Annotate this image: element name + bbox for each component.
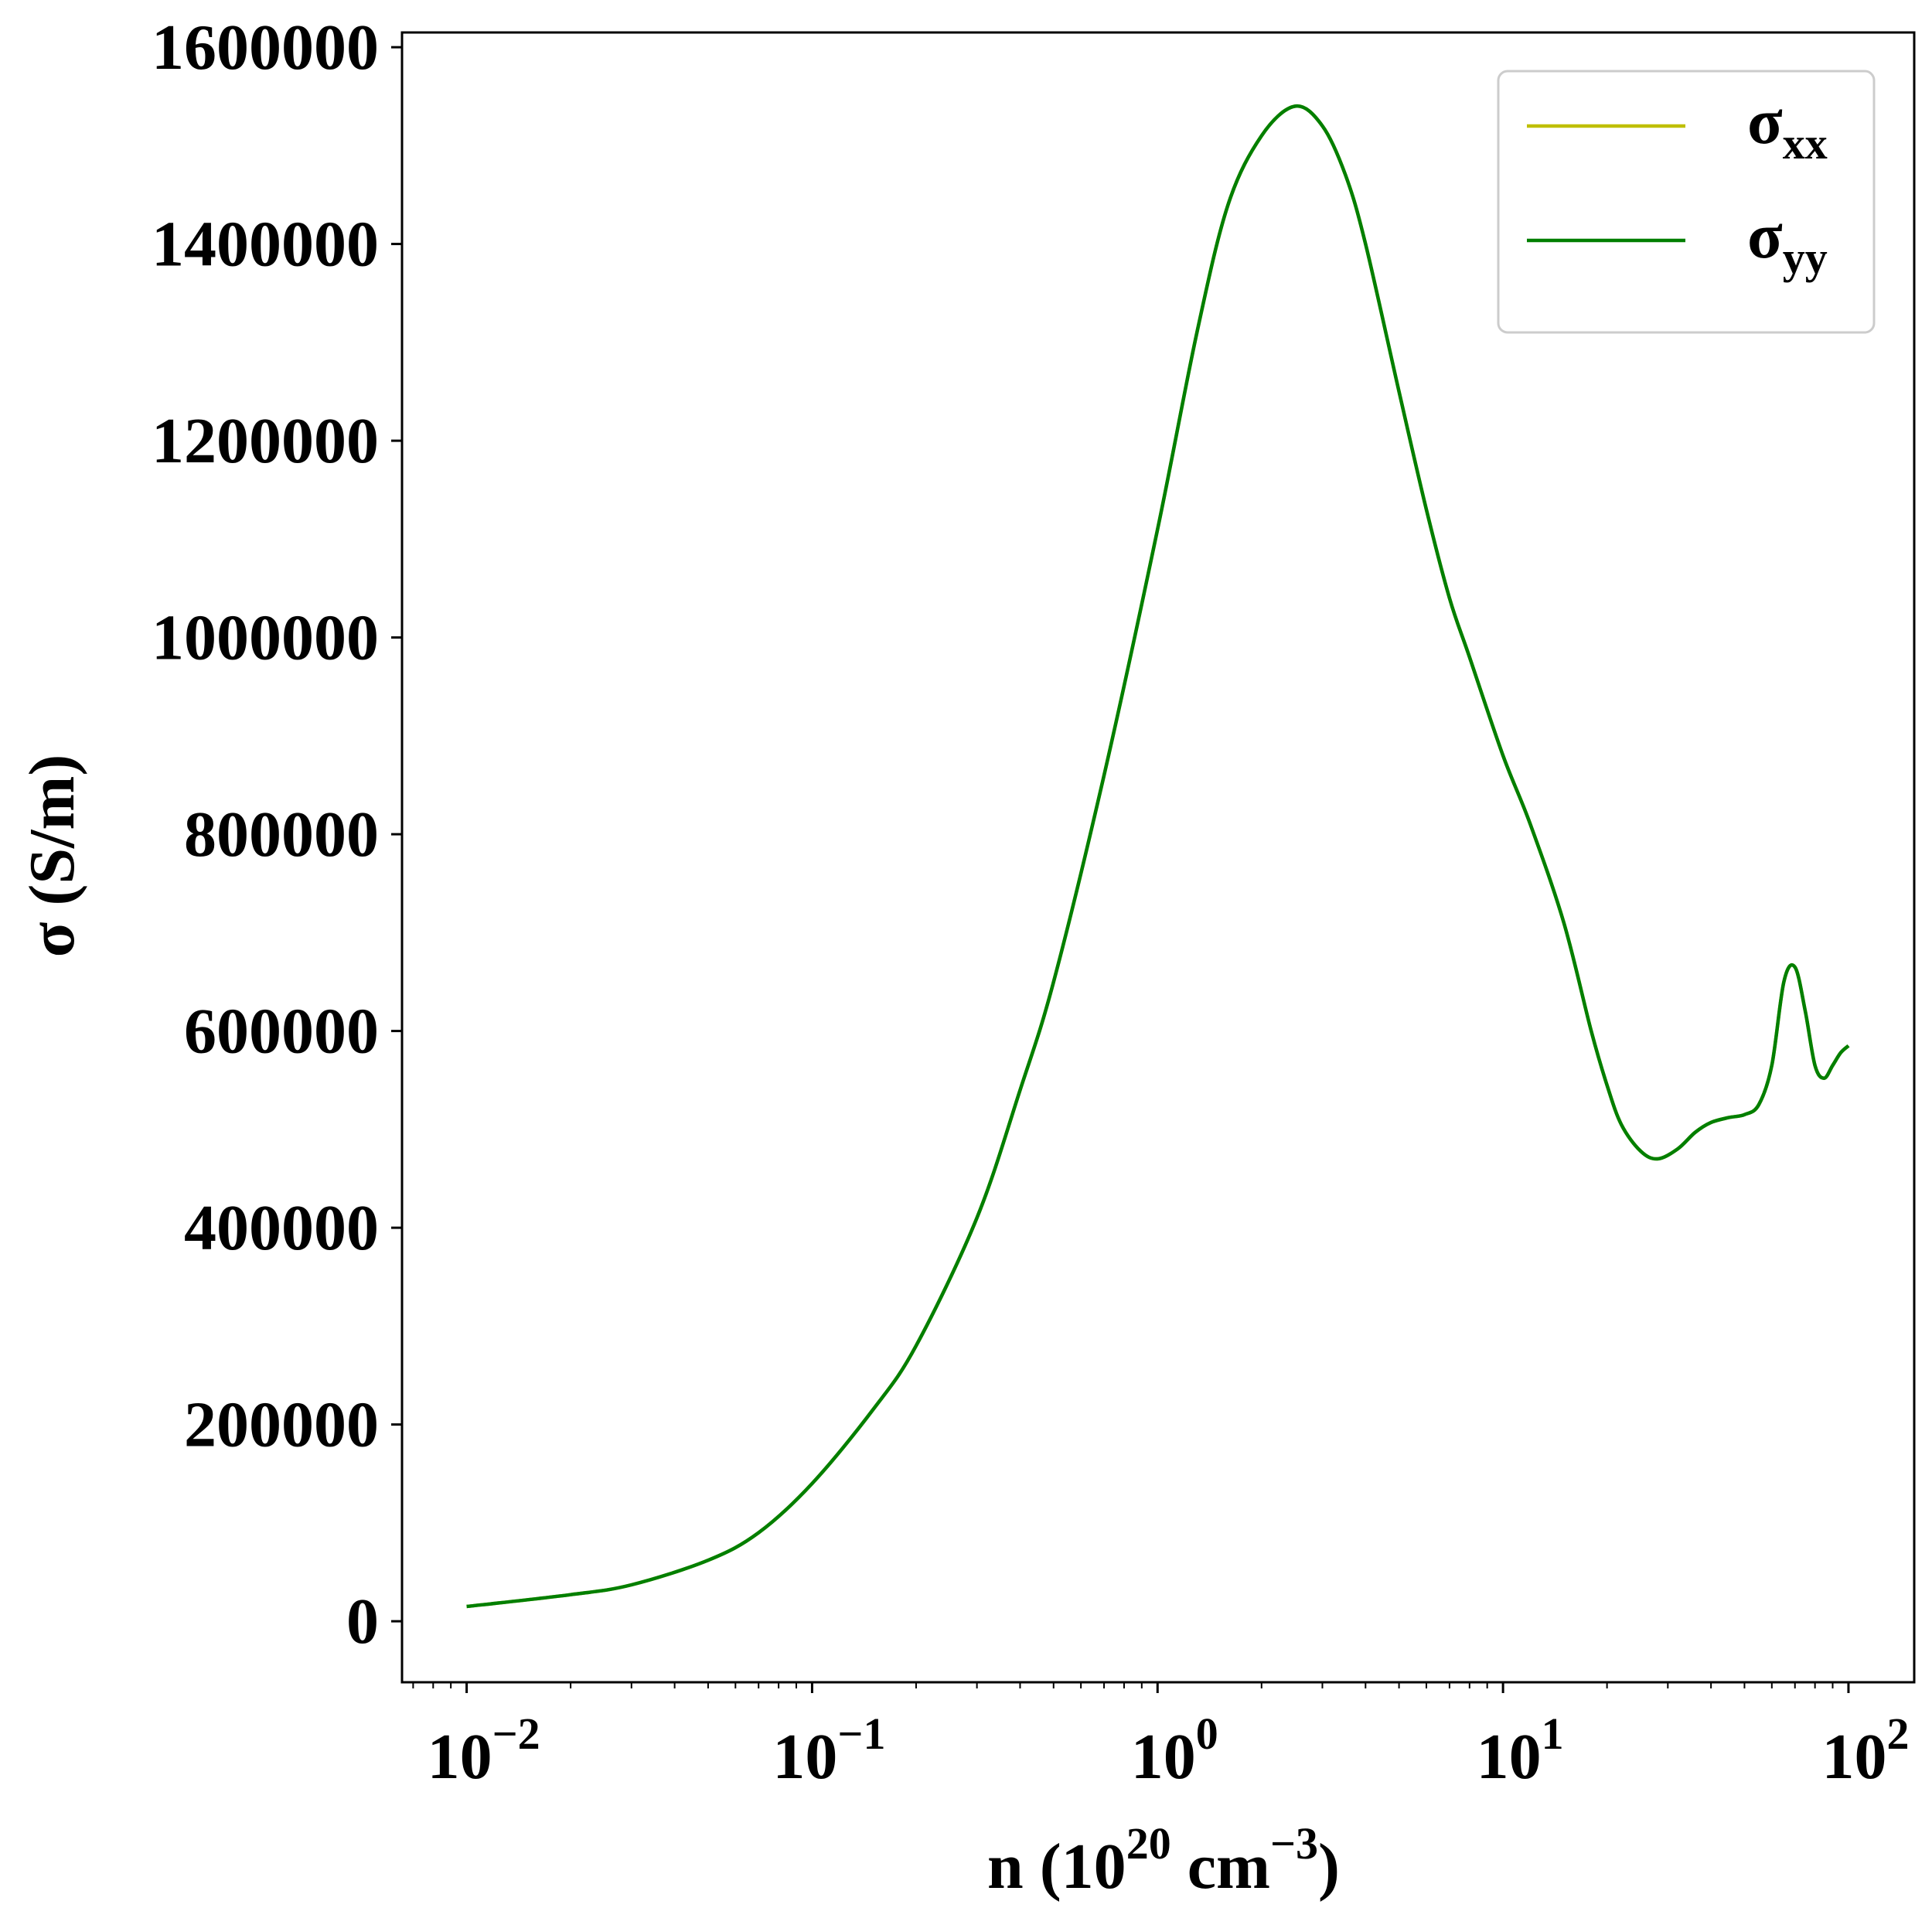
x-tick-label-base-0: 10: [428, 1721, 492, 1793]
x-tick-label-2: 100: [1131, 1709, 1218, 1793]
ticks: 0 200000 400000 600000 800000 1000000 1200000 1…: [152, 12, 1909, 1793]
legend-label-1: σyy: [1747, 200, 1828, 283]
x-tick-label-4: 102: [1821, 1709, 1909, 1793]
x-axis-label-mid: cm: [1171, 1831, 1270, 1903]
legend-box: [1497, 70, 1876, 334]
x-axis-label-close: ): [1318, 1831, 1340, 1903]
y-tick-label-0: 0: [346, 1586, 379, 1658]
x-tick-label-base-4: 10: [1821, 1721, 1886, 1793]
x-axis-label-base: n (10: [987, 1831, 1126, 1903]
y-tick-label-1: 200000: [184, 1389, 379, 1461]
x-tick-label-base-1: 10: [772, 1721, 837, 1793]
x-tick-label-exp-0: −2: [492, 1709, 540, 1759]
x-tick-label-exp-1: −1: [837, 1709, 885, 1759]
y-axis-label-group: σ (S/m): [16, 755, 88, 958]
x-axis-label: n (1020 cm−3): [987, 1818, 1340, 1903]
x-tick-label-exp-4: 2: [1886, 1709, 1909, 1759]
x-tick-label-base-2: 10: [1131, 1721, 1196, 1793]
y-tick-label-4: 800000: [184, 799, 379, 871]
x-tick-label-base-3: 10: [1477, 1721, 1542, 1793]
x-tick-label-3: 101: [1477, 1709, 1564, 1793]
legend-label-sub-0: xx: [1783, 118, 1828, 169]
y-tick-label-2: 400000: [184, 1192, 379, 1264]
y-axis-label: σ (S/m): [16, 755, 88, 958]
x-axis-label-group: n (1020 cm−3): [987, 1818, 1340, 1903]
x-tick-label-exp-2: 0: [1196, 1709, 1218, 1759]
y-tick-label-8: 1600000: [152, 12, 379, 83]
legend-label-sym-0: σ: [1747, 86, 1783, 158]
series-line-1: [466, 104, 1850, 1609]
legend-label-0: σxx: [1747, 86, 1828, 169]
y-tick-label-7: 1400000: [152, 209, 379, 281]
legend-label-sub-1: yy: [1783, 233, 1828, 283]
y-tick-label-5: 1000000: [152, 602, 379, 674]
y-tick-label-6: 1200000: [152, 405, 379, 477]
y-tick-label-3: 600000: [184, 996, 379, 1068]
x-tick-label-0: 10−2: [428, 1709, 540, 1793]
plot-lines: [466, 104, 1850, 1609]
axes-frame: [400, 31, 1916, 1684]
x-tick-label-1: 10−1: [772, 1709, 885, 1793]
x-axis-label-exp2: −3: [1270, 1818, 1318, 1869]
x-tick-label-exp-3: 1: [1542, 1709, 1564, 1759]
legend-label-sym-1: σ: [1747, 200, 1783, 272]
x-axis-label-exp1: 20: [1126, 1818, 1171, 1869]
